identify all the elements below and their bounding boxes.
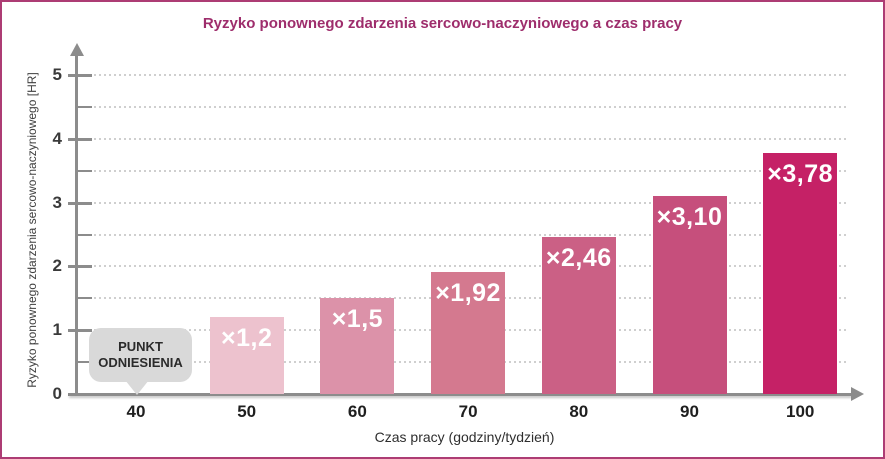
bar-70 xyxy=(431,271,506,394)
y-tick-major xyxy=(68,265,92,269)
y-axis-tick-label: 0 xyxy=(52,384,62,403)
x-axis-tick-label: 80 xyxy=(569,402,589,421)
y-axis-tick-label: 3 xyxy=(52,192,62,212)
y-tick-minor xyxy=(78,233,92,236)
x-axis-tick-label: 50 xyxy=(237,402,257,421)
callout-text-line1: PUNKT xyxy=(118,339,163,354)
bar-value-label: ×1,5 xyxy=(331,305,384,334)
y-gridline xyxy=(79,233,847,236)
reference-point-callout: PUNKT ODNIESIENIA xyxy=(89,328,192,382)
callout-text-line2: ODNIESIENIA xyxy=(98,355,183,370)
y-tick-minor xyxy=(78,105,92,108)
bar-90 xyxy=(652,196,727,394)
y-tick-major xyxy=(68,74,92,77)
y-gridline xyxy=(79,137,847,140)
x-axis-tick-label: 90 xyxy=(680,402,699,421)
y-tick-minor xyxy=(78,169,92,172)
y-axis-tick-label: 2 xyxy=(52,256,62,276)
y-gridline xyxy=(79,169,847,172)
x-axis-arrow-icon xyxy=(851,387,864,401)
bar-value-label: ×3,78 xyxy=(767,159,834,188)
chart-title: Ryzyko ponownego zdarzenia sercowo-naczy… xyxy=(202,15,683,32)
y-axis-title: Ryzyko ponownego zdarzenia sercowo-naczy… xyxy=(25,72,39,388)
x-axis-tick-label: 40 xyxy=(126,402,146,421)
x-axis-tick-label: 70 xyxy=(458,402,478,421)
y-tick-minor xyxy=(78,297,92,300)
y-gridline xyxy=(79,105,847,108)
y-gridline xyxy=(79,201,847,204)
x-axis-tick-label: 60 xyxy=(347,402,367,421)
bar-value-label: ×1,2 xyxy=(221,324,273,353)
y-tick-major xyxy=(68,201,92,205)
bar-100 xyxy=(763,152,838,394)
x-axis-tick-label: 100 xyxy=(786,402,815,421)
y-axis-arrow-icon xyxy=(70,43,84,56)
y-axis-tick-label: 5 xyxy=(52,65,62,84)
bar-value-label: ×2,46 xyxy=(545,244,612,273)
y-gridline xyxy=(79,74,847,76)
x-axis-line xyxy=(69,393,852,396)
bar-60 xyxy=(320,298,395,394)
y-tick-major xyxy=(68,329,92,333)
bar-value-label: ×1,92 xyxy=(435,278,501,307)
y-axis-line xyxy=(75,54,78,396)
bar-value-label: ×3,10 xyxy=(656,203,723,232)
y-tick-major xyxy=(68,137,92,141)
bar-50 xyxy=(209,317,284,394)
callout-tail-icon xyxy=(125,380,149,395)
y-axis-tick-label: 4 xyxy=(52,128,62,148)
bar-80 xyxy=(541,237,616,394)
y-gridline xyxy=(79,265,847,268)
y-axis-tick-label: 1 xyxy=(52,320,62,340)
y-tick-minor xyxy=(78,361,92,364)
x-axis-title: Czas pracy (godziny/tydzień) xyxy=(374,429,555,445)
